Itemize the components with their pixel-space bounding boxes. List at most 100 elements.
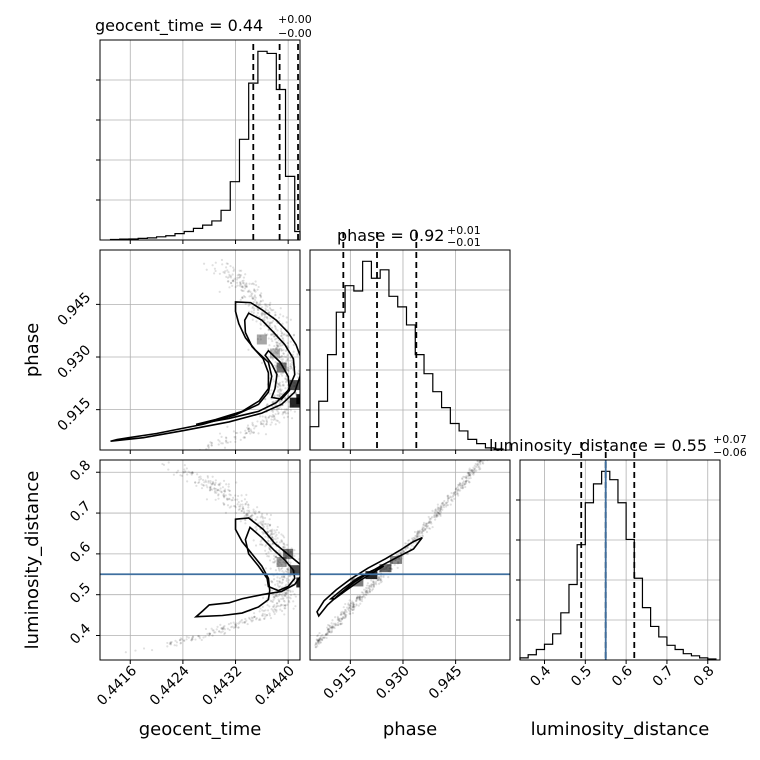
- scatter-point: [276, 537, 279, 540]
- scatter-point: [440, 503, 443, 506]
- scatter-point: [443, 499, 446, 503]
- scatter-point: [270, 533, 273, 536]
- scatter-point: [266, 404, 269, 407]
- scatter-point: [209, 486, 212, 489]
- scatter-point: [270, 333, 273, 336]
- scatter-point: [423, 527, 427, 530]
- scatter-point: [187, 636, 190, 639]
- scatter-point: [262, 420, 266, 423]
- scatter-point: [268, 547, 271, 550]
- scatter-point: [268, 612, 271, 615]
- scatter-point: [343, 608, 347, 612]
- scatter-point: [301, 559, 303, 561]
- scatter-point: [273, 560, 276, 564]
- scatter-point: [240, 509, 244, 513]
- scatter-point: [213, 267, 217, 270]
- scatter-point: [285, 360, 288, 363]
- scatter-point: [284, 604, 287, 607]
- scatter-point: [357, 596, 361, 599]
- scatter-point: [244, 621, 247, 624]
- scatter-point: [266, 555, 269, 558]
- scatter-point: [280, 372, 283, 376]
- scatter-point: [278, 395, 281, 398]
- scatter-point: [274, 366, 277, 369]
- scatter-point: [214, 498, 217, 501]
- scatter-point: [270, 608, 273, 611]
- scatter-point: [398, 557, 401, 561]
- scatter-point: [452, 494, 455, 497]
- scatter-point: [223, 271, 226, 275]
- scatter-point: [175, 644, 178, 647]
- scatter-point: [191, 636, 194, 639]
- scatter-point: [286, 412, 289, 415]
- scatter-point: [297, 372, 300, 376]
- scatter-point: [231, 279, 234, 282]
- scatter-point: [259, 516, 262, 519]
- scatter-point: [343, 613, 346, 616]
- scatter-point: [190, 638, 193, 642]
- scatter-point: [261, 517, 265, 520]
- scatter-point: [176, 469, 180, 472]
- scatter-point: [358, 596, 361, 599]
- scatter-point: [413, 530, 417, 534]
- scatter-point: [439, 514, 442, 518]
- scatter-point: [437, 508, 440, 512]
- scatter-point: [285, 592, 288, 595]
- xlabel-phase: phase: [383, 719, 437, 740]
- scatter-point: [214, 481, 217, 485]
- scatter-point: [227, 488, 230, 491]
- scatter-point: [217, 497, 220, 500]
- scatter-point: [469, 476, 472, 480]
- scatter-point: [278, 388, 281, 392]
- scatter-point: [374, 582, 377, 585]
- scatter-point: [273, 394, 276, 397]
- scatter-point: [241, 295, 244, 299]
- scatter-point: [279, 561, 282, 564]
- scatter-point: [179, 641, 183, 645]
- xtick-label-phase-1: 0.930: [373, 663, 413, 703]
- scatter-point: [338, 618, 341, 621]
- scatter-point: [234, 506, 237, 509]
- scatter-point: [261, 609, 264, 612]
- scatter-point: [279, 342, 282, 345]
- scatter-point: [229, 493, 232, 497]
- scatter-point: [251, 305, 254, 309]
- scatter-point: [185, 450, 187, 452]
- contour-phase-luminosity_distance-1: [328, 565, 385, 600]
- scatter-point: [481, 460, 484, 463]
- scatter-point: [250, 429, 253, 433]
- scatter-point: [269, 513, 273, 517]
- scatter-point: [429, 520, 433, 523]
- scatter-point: [424, 528, 427, 532]
- scatter-point: [212, 629, 215, 632]
- scatter-point: [271, 401, 274, 404]
- scatter-point: [244, 519, 247, 522]
- scatter-point: [285, 570, 289, 573]
- scatter-point: [450, 491, 453, 495]
- scatter-point: [330, 630, 334, 634]
- scatter-point: [266, 525, 269, 528]
- scatter-point: [228, 286, 231, 289]
- scatter-point: [262, 596, 265, 599]
- scatter-point: [272, 418, 275, 421]
- scatter-point: [179, 642, 182, 645]
- scatter-point: [348, 599, 351, 602]
- scatter-point: [214, 479, 217, 482]
- scatter-point: [226, 280, 230, 283]
- scatter-point: [289, 590, 292, 593]
- scatter-point: [324, 633, 327, 637]
- scatter-point: [318, 639, 321, 642]
- scatter-point: [266, 531, 269, 534]
- scatter-point: [243, 436, 246, 439]
- scatter-point: [271, 415, 274, 418]
- scatter-point: [319, 637, 322, 640]
- scatter-point: [282, 333, 285, 336]
- scatter-point: [326, 629, 329, 632]
- scatter-point: [331, 627, 334, 630]
- scatter-point: [264, 307, 267, 310]
- scatter-point: [421, 534, 424, 537]
- scatter-point: [234, 440, 237, 444]
- scatter-point: [277, 549, 281, 552]
- scatter-point: [224, 488, 227, 491]
- scatter-point: [213, 483, 217, 486]
